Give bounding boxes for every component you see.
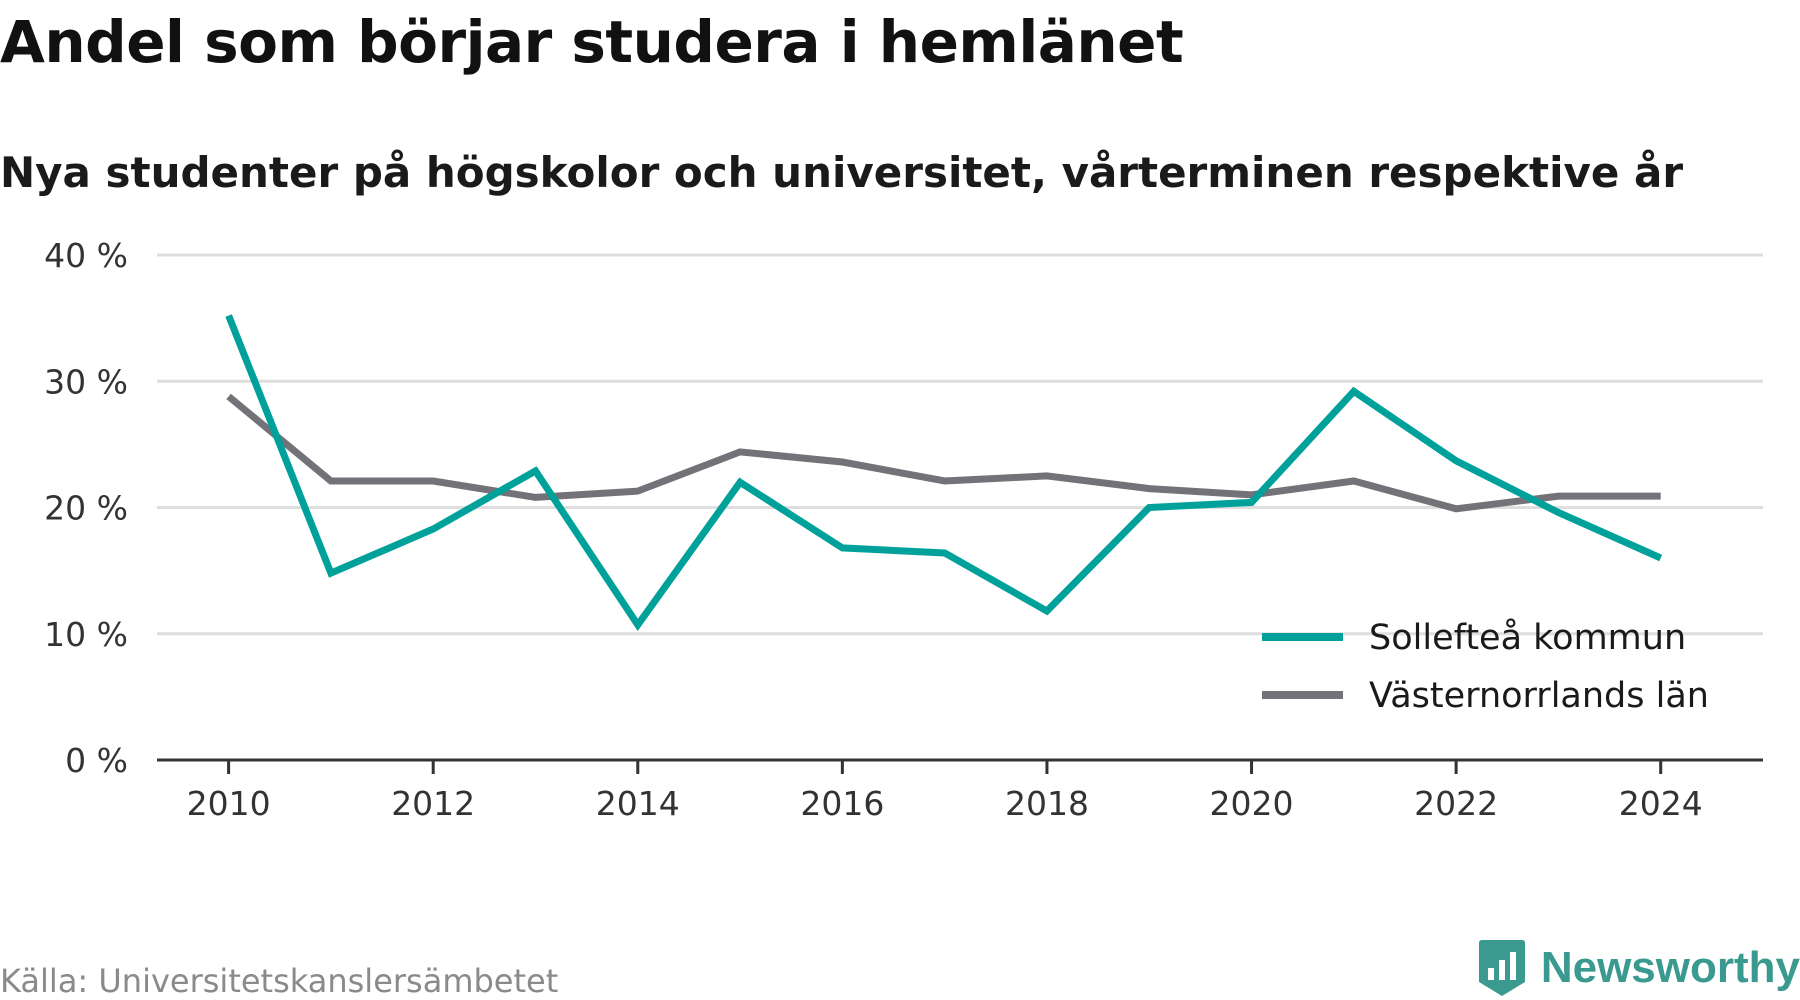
grid-lines bbox=[157, 253, 1763, 636]
x-tick-label: 2020 bbox=[1210, 784, 1294, 823]
bar-chart-icon bbox=[1478, 940, 1525, 996]
page-subtitle: Nya studenter på högskolor och universit… bbox=[0, 148, 1684, 197]
y-tick-label: 40 % bbox=[44, 236, 128, 275]
y-tick-label: 20 % bbox=[44, 489, 128, 528]
brand-name: Newsworthy bbox=[1540, 943, 1800, 992]
y-tick-label: 0 % bbox=[65, 741, 128, 780]
legend-label: Västernorrlands län bbox=[1369, 676, 1709, 716]
brand-logo[interactable]: Newsworthy bbox=[1477, 938, 1800, 998]
x-tick-label: 2024 bbox=[1619, 784, 1703, 823]
x-tick-label: 2016 bbox=[800, 784, 884, 823]
legend-label: Sollefteå kommun bbox=[1369, 617, 1686, 658]
x-tick-label: 2014 bbox=[596, 784, 680, 823]
x-tick-label: 2022 bbox=[1414, 784, 1498, 823]
series-lines bbox=[225, 314, 1663, 632]
x-tick-label: 2012 bbox=[391, 784, 475, 823]
y-axis-labels: 0 % 10 % 20 % 30 % 40 % bbox=[44, 236, 128, 780]
legend: Sollefteå kommun Västernorrlands län bbox=[1262, 617, 1709, 716]
x-tick-label: 2010 bbox=[187, 784, 271, 823]
series-line-sollefte-kommun bbox=[225, 314, 1663, 632]
y-tick-label: 10 % bbox=[44, 615, 128, 654]
x-axis: 2010 2012 2014 2016 2018 2020 2022 2024 bbox=[157, 758, 1763, 823]
page-title: Andel som börjar studera i hemlänet bbox=[0, 8, 1184, 76]
source-note: Källa: Universitetskanslersämbetet bbox=[0, 962, 559, 1000]
series-line-v-sternorrlands-l-n bbox=[226, 393, 1661, 513]
y-tick-label: 30 % bbox=[44, 362, 128, 401]
x-tick-label: 2018 bbox=[1005, 784, 1089, 823]
